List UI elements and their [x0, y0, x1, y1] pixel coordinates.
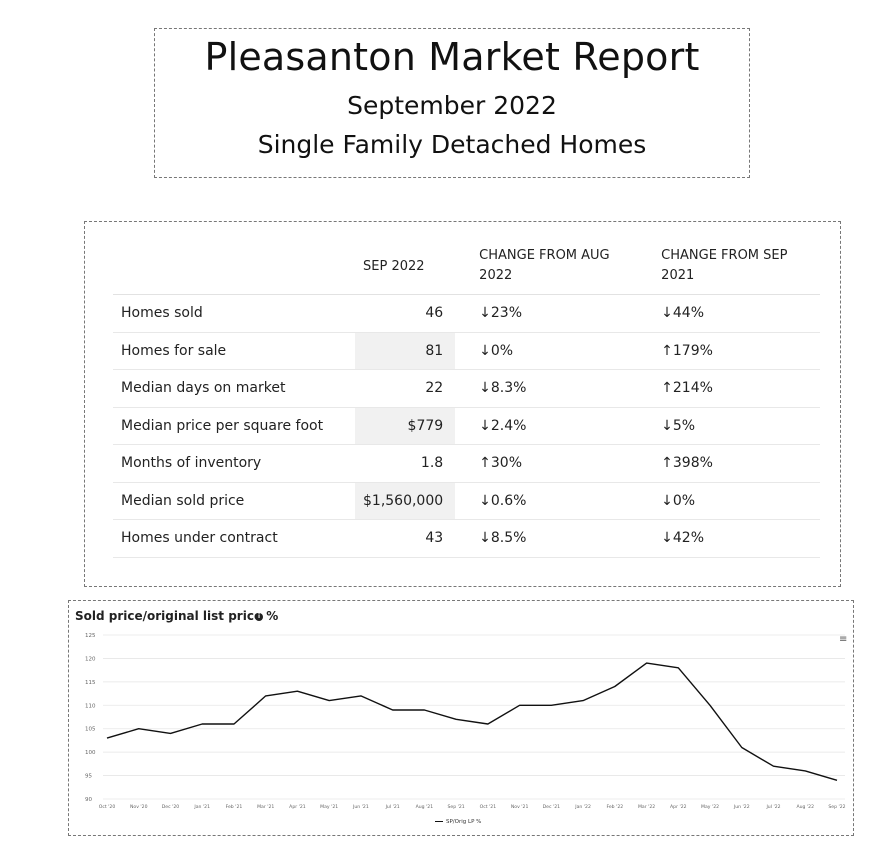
chart-title: Sold price/original list price % [75, 609, 279, 623]
col-header-change-aug: CHANGE FROM AUG 2022 [455, 240, 638, 295]
y-tick-label: 95 [85, 774, 92, 780]
hamburger-menu-icon[interactable]: ≡ [839, 634, 848, 645]
change-sep-cell: ↑214% [637, 369, 820, 408]
x-tick-label: Apr '22 [670, 804, 687, 810]
x-tick-label: Feb '21 [226, 804, 243, 810]
x-tick-label: Sep '22 [828, 804, 845, 810]
value-cell: 46 [355, 294, 456, 333]
metric-cell: Homes for sale [113, 332, 355, 370]
x-tick-label: Jul '22 [765, 804, 780, 810]
metric-cell: Homes under contract [113, 519, 355, 558]
x-tick-label: Dec '21 [543, 804, 561, 810]
report-month: September 2022 [347, 91, 557, 120]
report-header: Pleasanton Market Report September 2022 … [154, 28, 750, 178]
col-header-change-sep: CHANGE FROM SEP 2021 [637, 240, 820, 295]
metric-cell: Median days on market [113, 369, 355, 408]
change-sep-cell: ↑398% [637, 444, 820, 483]
table-header-row: SEP 2022 CHANGE FROM AUG 2022 CHANGE FRO… [113, 240, 820, 295]
change-sep-cell: ↑179% [637, 332, 820, 370]
line-chart: 90 95 100 105 110 115 120 125 Oct '20 Nov '20 Dec … [85, 633, 846, 810]
x-tick-label: Jul '21 [385, 804, 400, 810]
info-icon[interactable]: i [255, 613, 263, 621]
value-cell: 43 [355, 519, 456, 558]
chart-panel: 90 95 100 105 110 115 120 125 Oct '20 Nov '20 Dec … [68, 600, 854, 836]
change-aug-cell: ↓0% [455, 332, 638, 370]
change-aug-cell: ↓8.3% [455, 369, 638, 408]
series-line-sp-orig-lp [106, 662, 838, 781]
x-tick-label: Mar '21 [257, 804, 274, 810]
y-tick-label: 90 [85, 797, 92, 803]
table-row: Homes sold 46 ↓23% ↓44% [113, 294, 820, 333]
value-cell: 1.8 [355, 444, 456, 483]
col-header-metric [113, 240, 355, 295]
report-title: Pleasanton Market Report [204, 35, 700, 79]
x-tick-label: May '22 [701, 804, 719, 810]
y-tick-label: 110 [85, 703, 96, 709]
legend-label: SP/Orig LP % [446, 819, 482, 825]
change-sep-cell: ↓44% [637, 294, 820, 333]
y-tick-label: 105 [85, 727, 96, 733]
y-tick-label: 100 [85, 750, 96, 756]
x-tick-label: May '21 [320, 804, 338, 810]
x-tick-label: Feb '22 [606, 804, 623, 810]
y-tick-label: 125 [85, 633, 96, 639]
table-row: Months of inventory 1.8 ↑30% ↑398% [113, 444, 820, 483]
x-tick-label: Jan '21 [193, 804, 210, 810]
x-tick-label: Nov '20 [130, 804, 148, 810]
value-cell: $1,560,000 [355, 482, 456, 520]
change-aug-cell: ↓2.4% [455, 407, 638, 445]
x-tick-label: Oct '21 [480, 804, 497, 810]
report-segment: Single Family Detached Homes [257, 130, 647, 159]
x-tick-label: Jun '22 [733, 804, 750, 810]
metric-cell: Months of inventory [113, 444, 355, 483]
table-row: Median days on market 22 ↓8.3% ↑214% [113, 369, 820, 408]
x-tick-label: Nov '21 [511, 804, 529, 810]
metric-cell: Homes sold [113, 294, 355, 333]
legend-swatch [435, 820, 443, 823]
x-tick-label: Aug '22 [796, 804, 814, 810]
x-tick-label: Jun '21 [352, 804, 369, 810]
chart-legend[interactable]: SP/Orig LP % [435, 819, 481, 825]
x-tick-label: Jan '22 [574, 804, 591, 810]
x-tick-label: Mar '22 [638, 804, 655, 810]
table-row: Homes for sale 81 ↓0% ↑179% [113, 332, 820, 370]
change-sep-cell: ↓5% [637, 407, 820, 445]
table-row: Median sold price $1,560,000 ↓0.6% ↓0% [113, 482, 820, 520]
table-row: Median price per square foot $779 ↓2.4% ↓5% [113, 407, 820, 445]
change-sep-cell: ↓0% [637, 482, 820, 520]
x-tick-label: Aug '21 [416, 804, 434, 810]
y-tick-label: 115 [85, 680, 96, 686]
change-sep-cell: ↓42% [637, 519, 820, 558]
value-cell: $779 [355, 407, 456, 445]
table-row: Homes under contract 43 ↓8.5% ↓42% [113, 519, 820, 558]
x-tick-label: Apr '21 [289, 804, 306, 810]
change-aug-cell: ↓8.5% [455, 519, 638, 558]
metric-cell: Median price per square foot [113, 407, 355, 445]
value-cell: 81 [355, 332, 456, 370]
x-tick-label: Oct '20 [99, 804, 116, 810]
change-aug-cell: ↓0.6% [455, 482, 638, 520]
market-stats-panel: SEP 2022 CHANGE FROM AUG 2022 CHANGE FRO… [84, 221, 841, 587]
x-tick-label: Dec '20 [162, 804, 180, 810]
change-aug-cell: ↑30% [455, 444, 638, 483]
metric-cell: Median sold price [113, 482, 355, 520]
x-tick-label: Sep '21 [448, 804, 465, 810]
col-header-sep-2022: SEP 2022 [355, 240, 456, 295]
market-stats-table: SEP 2022 CHANGE FROM AUG 2022 CHANGE FRO… [113, 240, 820, 558]
value-cell: 22 [355, 369, 456, 408]
y-tick-label: 120 [85, 656, 96, 662]
change-aug-cell: ↓23% [455, 294, 638, 333]
